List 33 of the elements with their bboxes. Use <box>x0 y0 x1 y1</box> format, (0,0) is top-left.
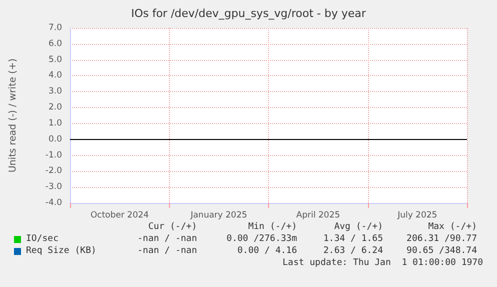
text: 0.00 / 4.16 <box>237 246 297 257</box>
y-tick-label: -1.0 <box>45 150 62 160</box>
text: Last update: Thu Jan 1 01:00:00 1970 <box>282 258 483 269</box>
y-tick-label: 0.0 <box>48 134 62 144</box>
x-tick-label: April 2025 <box>296 210 340 220</box>
y-axis-title: Units read (-) / write (+) <box>8 58 18 173</box>
legend-label: IO/sec <box>26 234 59 245</box>
y-tick-label: 3.0 <box>48 86 62 97</box>
text: Avg (-/+) <box>334 222 383 233</box>
y-tick-label: -4.0 <box>45 198 62 208</box>
text: 206.31 /90.77 <box>406 234 477 245</box>
text: Cur (-/+) <box>148 222 197 233</box>
y-tick-label: 5.0 <box>48 54 62 65</box>
y-tick-label: -2.0 <box>45 166 62 176</box>
x-tick-label: January 2025 <box>190 210 248 220</box>
text: Min (-/+) <box>248 222 297 233</box>
text: 0.00 /276.33m <box>226 234 297 245</box>
y-tick-label: 2.0 <box>48 102 62 113</box>
text: -nan / -nan <box>137 246 197 257</box>
x-tick-label: July 2025 <box>396 210 438 220</box>
y-tick-label: 6.0 <box>48 38 62 49</box>
y-tick-label: 1.0 <box>48 118 62 128</box>
legend-label: Req Size (KB) <box>26 246 96 257</box>
text: 90.65 /348.74 <box>406 246 477 257</box>
text: -nan / -nan <box>137 234 197 245</box>
text: 2.63 / 6.24 <box>323 246 383 257</box>
text: Max (-/+) <box>428 222 477 233</box>
y-tick-label: -3.0 <box>45 182 62 192</box>
chart-title: IOs for /dev/dev_gpu_sys_vg/root - by year <box>131 7 366 20</box>
text: 1.34 / 1.65 <box>323 234 383 245</box>
y-tick-label: 7.0 <box>48 23 62 33</box>
y-tick-label: 4.0 <box>48 70 62 81</box>
x-tick-label: October 2024 <box>90 210 149 220</box>
